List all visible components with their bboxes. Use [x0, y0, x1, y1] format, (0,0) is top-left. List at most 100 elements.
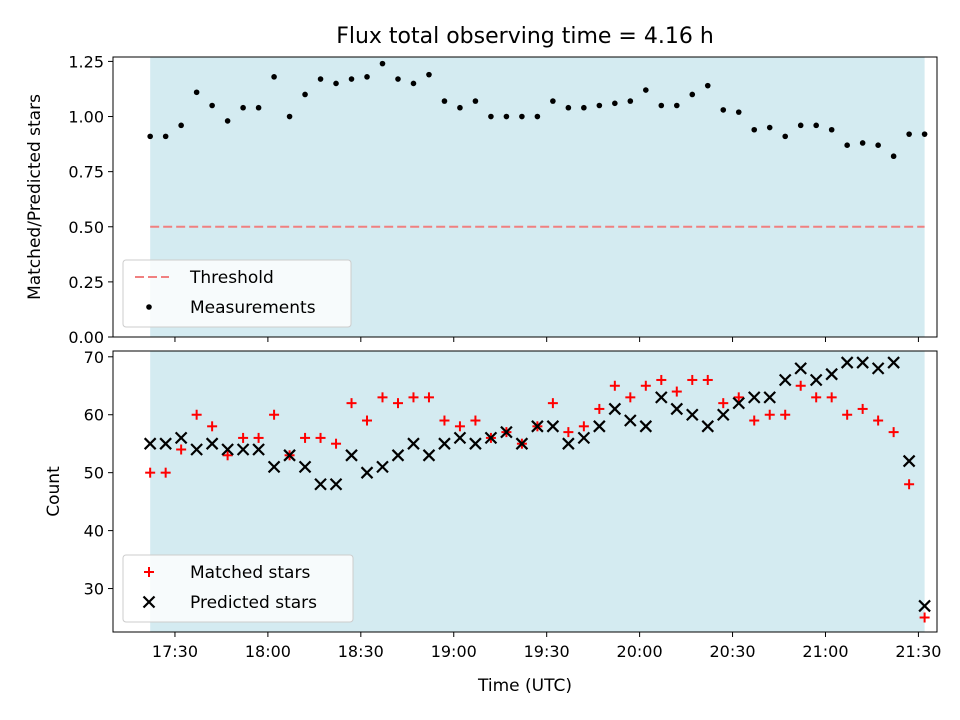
matched-star-point	[671, 386, 682, 397]
matched-star-point	[392, 398, 403, 409]
predicted-star-point	[500, 425, 513, 439]
matched-star-point	[331, 438, 342, 449]
predicted-star-point	[701, 420, 715, 433]
matched-star-point	[160, 467, 171, 478]
matched-star-point	[253, 432, 264, 443]
x-tick-label: 19:00	[431, 642, 477, 661]
y-tick-label: 30	[84, 580, 104, 599]
measurement-point	[844, 142, 850, 148]
measurement-point	[720, 107, 727, 113]
measurement-point	[828, 126, 835, 133]
predicted-star-point	[298, 460, 312, 474]
predicted-star-point	[716, 408, 730, 422]
x-tick-label: 18:30	[338, 642, 384, 661]
matched-star-point	[238, 432, 249, 443]
predicted-star-point	[840, 356, 854, 369]
predicted-star-point	[778, 373, 792, 387]
matched-star-point	[176, 444, 187, 455]
predicted-star-point	[469, 437, 482, 450]
predicted-star-point	[871, 362, 885, 375]
measurement-point	[797, 122, 804, 129]
predicted-star-point	[283, 449, 296, 462]
measurement-point	[162, 133, 169, 140]
measurement-point	[859, 140, 866, 146]
matched-star-point	[702, 374, 713, 385]
predicted-star-point	[438, 437, 451, 450]
matched-star-point	[470, 415, 481, 426]
x-tick-label: 17:30	[152, 642, 198, 661]
legend-frame	[122, 259, 352, 328]
matched-star-point	[625, 392, 636, 403]
legend-label: Matched stars	[190, 563, 310, 583]
legend-label: Predicted stars	[190, 593, 317, 613]
matched-star-point	[454, 421, 465, 432]
matched-star-point	[377, 392, 388, 403]
predicted-star-point	[484, 431, 498, 445]
y-tick-label: 70	[84, 348, 104, 367]
matched-star-point	[144, 567, 154, 577]
y-tick-label: 1.25	[68, 52, 104, 71]
legend-frame	[122, 554, 354, 623]
predicted-star-point	[314, 477, 327, 491]
measurement-point	[209, 102, 215, 109]
measurement-point	[395, 76, 401, 82]
predicted-star-point	[577, 431, 591, 445]
predicted-star-point	[391, 449, 405, 462]
measurement-point	[348, 76, 355, 82]
measurement-point	[441, 98, 448, 104]
matched-star-point	[904, 479, 915, 490]
predicted-star-point	[686, 408, 699, 422]
y-tick-label: 0.50	[68, 218, 104, 237]
predicted-star-point	[159, 437, 172, 450]
predicted-star-point	[236, 443, 250, 456]
legend: Matched stars Predicted stars	[122, 554, 354, 623]
measurement-point	[782, 133, 789, 140]
measurement-point	[689, 91, 696, 98]
measurement-point	[704, 82, 711, 89]
measurement-point	[643, 87, 649, 93]
predicted-star-point	[422, 449, 436, 462]
measurement-point	[317, 76, 324, 82]
ratio-panel-frame	[112, 56, 938, 338]
measurement-point	[364, 74, 370, 80]
measurement-point	[286, 113, 293, 120]
measurement-point	[333, 80, 339, 87]
matched-star-point	[873, 415, 884, 426]
matched-star-point	[749, 415, 760, 426]
measurement-point	[612, 100, 618, 107]
predicted-star-point	[267, 460, 281, 474]
x-tick-label: 21:00	[802, 642, 848, 661]
matched-star-point	[145, 467, 156, 478]
y-tick-label: 60	[84, 406, 104, 425]
measurement-point	[224, 118, 231, 124]
matched-star-point	[547, 398, 558, 409]
predicted-star-point	[453, 431, 467, 445]
measurement-point	[519, 113, 525, 120]
legend-measurement-swatch	[146, 304, 152, 310]
predicted-star-point	[546, 420, 560, 433]
matched-star-point	[718, 398, 729, 409]
measurement-point	[875, 142, 881, 148]
legend: Threshold Measurements	[122, 259, 352, 328]
matched-star-point	[423, 392, 434, 403]
predicted-star-point	[608, 402, 622, 416]
matched-star-point	[207, 421, 218, 432]
x-tick-label: 18:00	[245, 642, 291, 661]
measurement-point	[890, 153, 897, 160]
predicted-star-point	[825, 367, 838, 381]
x-tick-label: 20:00	[617, 642, 663, 661]
y-tick-label: 0.25	[68, 273, 104, 292]
measurement-point	[550, 98, 556, 104]
matched-star-point	[222, 450, 233, 461]
predicted-star-point	[531, 420, 544, 433]
matched-star-point	[269, 409, 280, 420]
measurement-point	[596, 102, 603, 109]
y-tick-label: 50	[84, 464, 104, 483]
predicted-star-point	[655, 391, 668, 404]
matched-star-point	[811, 392, 822, 403]
y-axis-label: Count	[44, 466, 64, 517]
measurement-point	[240, 104, 246, 111]
measurement-point	[178, 122, 184, 129]
count-panel: 30 40 50 60 70 17:30 18:00 18:30 19:00 19:30 20:00…	[44, 348, 941, 661]
